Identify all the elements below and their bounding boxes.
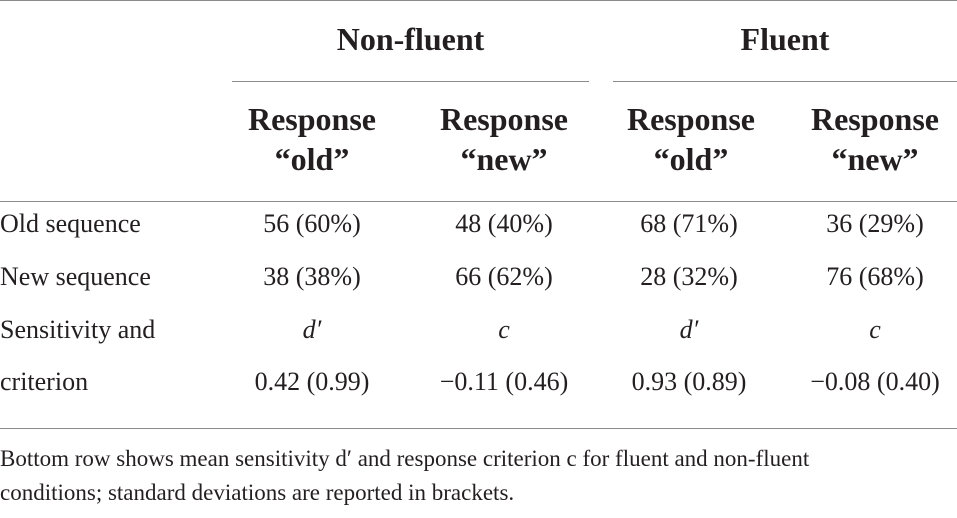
column-header-line: Response [439,101,568,137]
table-cell: −0.08 (0.40) [810,367,940,396]
row-label-criterion: criterion [0,367,89,396]
row-label-new-sequence: New sequence [0,262,151,291]
header-rule [0,201,957,203]
row-label-sensitivity: Sensitivity and [0,315,156,344]
table-cell: 66 (62%) [455,262,553,291]
column-header-line: “old” [653,141,729,177]
column-header-line: “new” [460,141,548,177]
table-bottom-rule [0,428,957,430]
table-cell: 68 (71%) [640,209,738,238]
table-cell: −0.11 (0.46) [439,367,569,396]
column-header-nonfluent-old: Response “old” [232,99,392,179]
table-cell: 0.93 (0.89) [631,367,747,396]
table-cell: 56 (60%) [263,209,361,238]
group-header-non-fluent: Non-fluent [336,21,485,57]
group-header-fluent: Fluent [740,21,830,57]
table-cell: 28 (32%) [640,262,738,291]
table-cell: 38 (38%) [263,262,361,291]
column-header-line: Response [626,101,755,137]
column-header-line: Response [247,101,376,137]
table-cell: d′ [679,315,699,344]
group-rule-non-fluent [232,81,589,83]
table-footnote-line-1: Bottom row shows mean sensitivity d′ and… [0,446,810,471]
top-rule [0,0,957,2]
group-rule-fluent [613,81,957,83]
table-cell: 48 (40%) [455,209,553,238]
column-header-nonfluent-new: Response “new” [424,99,584,179]
table-cell: c [498,315,510,344]
column-header-fluent-old: Response “old” [611,99,771,179]
column-header-line: “new” [831,141,919,177]
column-header-line: Response [810,101,939,137]
table-cell: 0.42 (0.99) [254,367,370,396]
row-label-old-sequence: Old sequence [0,209,141,238]
table-cell: 76 (68%) [826,262,924,291]
table-cell: 36 (29%) [826,209,924,238]
table-footnote-line-2: conditions; standard deviations are repo… [0,480,515,505]
table-cell: c [869,315,881,344]
column-header-line: “old” [274,141,350,177]
column-header-fluent-new: Response “new” [795,99,955,179]
table-cell: d′ [302,315,322,344]
